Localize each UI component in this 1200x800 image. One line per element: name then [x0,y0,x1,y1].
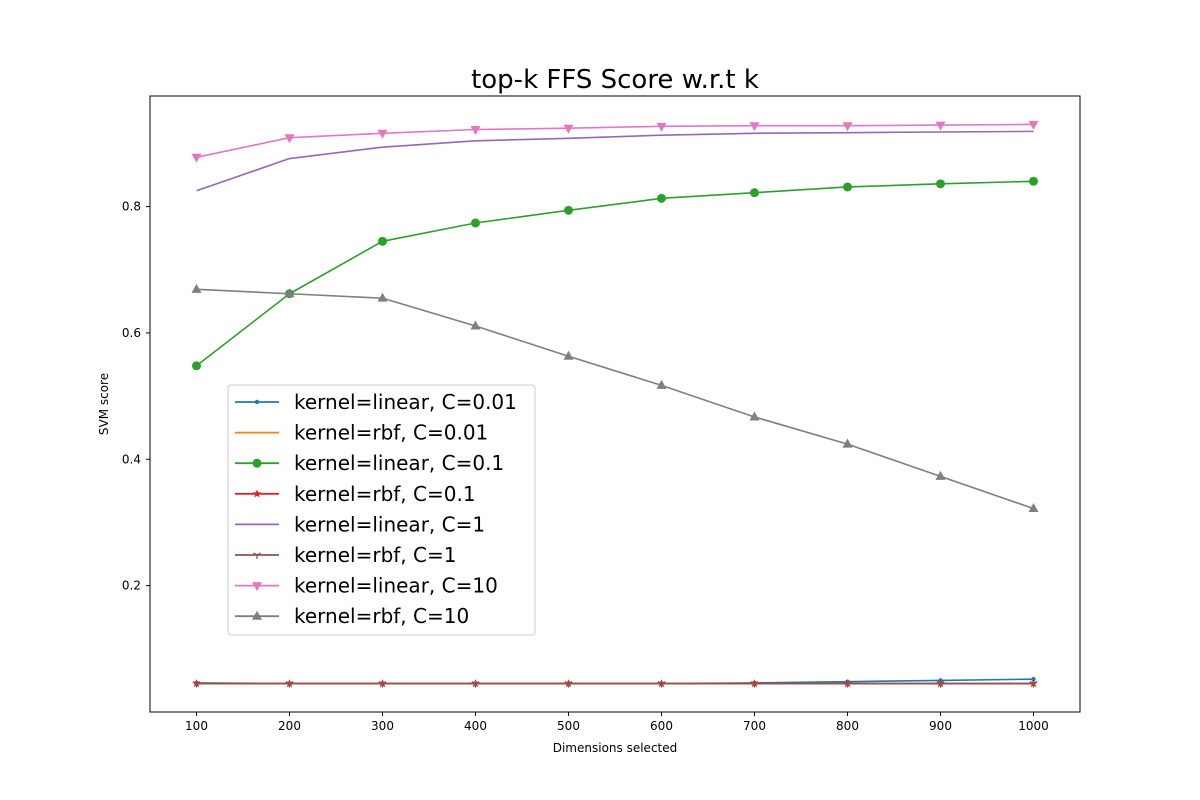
data-point [563,124,574,134]
data-point [842,438,853,448]
y-tick-label: 0.6 [122,326,141,340]
data-point [935,470,946,480]
series-6 [192,681,1038,688]
x-tick-label: 400 [464,719,487,733]
data-point [471,218,480,228]
x-tick-label: 100 [185,719,208,733]
legend-label: kernel=rbf, C=0.1 [294,482,476,506]
x-tick-label: 500 [557,719,580,733]
legend-label: kernel=linear, C=0.01 [294,390,517,414]
data-point [470,125,481,135]
data-point [563,350,574,360]
data-point [1028,503,1039,513]
legend-item: kernel=rbf, C=0.1 [235,482,476,506]
y-axis-label: SVM score [97,373,111,435]
data-point [192,681,201,688]
legend-label: kernel=rbf, C=1 [294,543,456,567]
data-point [191,153,202,163]
data-point [285,681,294,688]
data-point [936,179,945,189]
legend-marker [252,582,262,592]
data-point [1029,681,1038,688]
legend-label: kernel=linear, C=10 [294,574,498,598]
series-7 [191,120,1039,163]
x-tick-label: 200 [278,719,301,733]
data-point [935,121,946,131]
series-line [196,288,1034,510]
series-line [196,130,1034,192]
legend-item: kernel=linear, C=10 [235,574,498,598]
data-point [842,122,853,132]
x-tick-label: 1000 [1018,719,1049,733]
legend-marker [253,552,261,559]
data-point [750,681,759,688]
data-point [1029,176,1038,186]
legend-item: kernel=linear, C=0.1 [235,451,504,475]
x-axis-ticks: 100 200 300 400 500 600 700 800 900 1000 [185,712,1049,733]
x-tick-label: 700 [743,719,766,733]
series-line [196,123,1034,159]
series-layer [191,120,1039,688]
legend-item: kernel=rbf, C=1 [235,543,456,567]
legend-item: kernel=rbf, C=0.01 [235,421,488,445]
series-5 [196,130,1034,192]
x-tick-label: 800 [836,719,859,733]
legend-label: kernel=linear, C=0.1 [294,451,504,475]
chart-title: top-k FFS Score w.r.t k [471,65,759,95]
legend-marker [254,399,260,405]
x-axis-label: Dimensions selected [553,741,678,755]
legend-label: kernel=rbf, C=0.01 [294,421,488,445]
data-point [192,361,201,371]
data-point [843,681,852,688]
data-point [750,188,759,198]
data-point [749,411,760,421]
data-point [843,182,852,192]
data-point [656,122,667,132]
data-point [470,320,481,330]
data-point [749,122,760,132]
x-tick-label: 600 [650,719,673,733]
data-point [378,681,387,688]
data-point [377,129,388,139]
x-tick-label: 300 [371,719,394,733]
data-point [656,379,667,389]
data-point [377,292,388,302]
x-tick-label: 900 [929,719,952,733]
series-8 [191,283,1039,513]
y-tick-label: 0.2 [122,579,141,593]
y-tick-label: 0.8 [122,200,141,214]
legend-item: kernel=linear, C=1 [235,512,485,536]
legend-item: kernel=rbf, C=10 [235,604,469,628]
data-point [657,681,666,688]
data-point [471,681,480,688]
data-point [936,681,945,688]
data-point [284,288,295,298]
legend-box [227,384,536,636]
data-point [191,283,202,293]
data-point [564,681,573,688]
legend-marker [252,489,262,498]
y-tick-label: 0.4 [122,452,141,466]
data-point [1028,120,1039,130]
series-line [196,180,1034,367]
legend-marker [252,458,262,468]
legend-label: kernel=rbf, C=10 [294,604,469,628]
y-axis-ticks: 0.2 0.4 0.6 0.8 [122,200,150,593]
data-point [657,193,666,203]
legend-item: kernel=linear, C=0.01 [235,390,517,414]
data-point [378,236,387,246]
series-3 [192,176,1038,371]
legend-label: kernel=linear, C=1 [294,512,485,536]
data-point [284,134,295,144]
legend-marker [252,610,262,620]
legend: kernel=linear, C=0.01 kernel=rbf, C=0.01 k… [227,384,536,636]
data-point [564,205,573,215]
